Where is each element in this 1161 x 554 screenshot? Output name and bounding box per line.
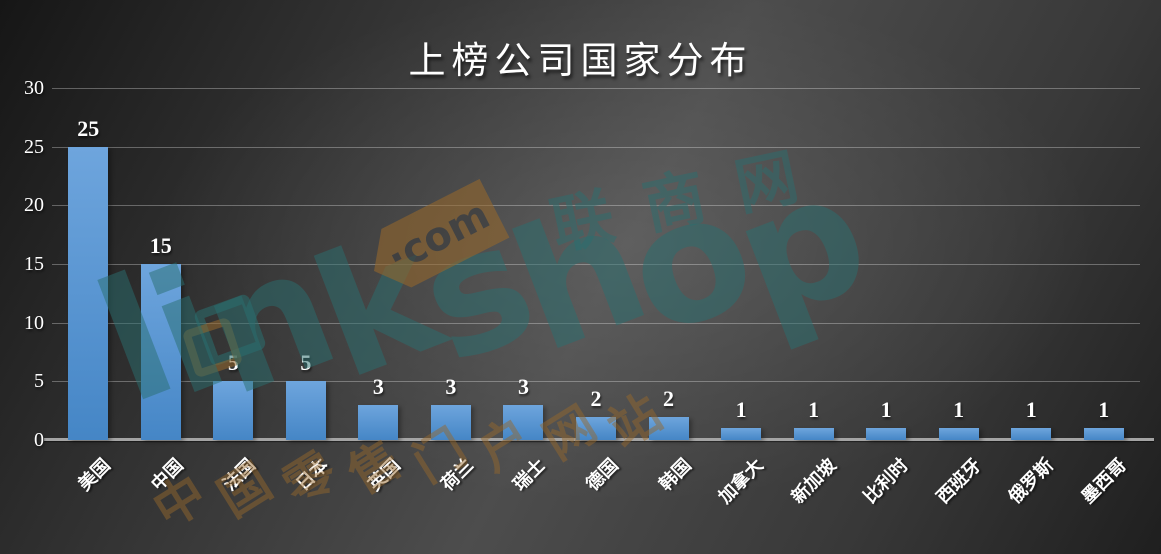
bar-美国 xyxy=(68,146,109,440)
value-label: 1 xyxy=(953,397,965,423)
bar-比利时 xyxy=(866,428,907,440)
value-label: 25 xyxy=(77,115,100,141)
gridline xyxy=(52,88,1140,89)
x-tick-label-美国: 美国 xyxy=(74,454,115,495)
bar-西班牙 xyxy=(938,428,979,440)
value-label: 1 xyxy=(880,397,892,423)
x-tick-label-瑞士: 瑞士 xyxy=(509,454,550,495)
x-tick-label-西班牙: 西班牙 xyxy=(932,454,985,508)
y-tick-label: 15 xyxy=(24,253,44,275)
bar-俄罗斯 xyxy=(1011,428,1052,440)
x-tick-label-中国: 中国 xyxy=(147,454,187,495)
gridline xyxy=(52,205,1140,207)
value-label: 1 xyxy=(1098,397,1110,423)
y-tick-label: 10 xyxy=(24,311,44,334)
bar-德国 xyxy=(576,416,616,440)
bar-新加坡 xyxy=(793,428,834,440)
gridline xyxy=(52,146,1140,148)
value-label: 2 xyxy=(590,385,602,411)
value-label: 1 xyxy=(808,397,820,423)
y-tick-label: 25 xyxy=(24,135,44,158)
x-tick-label-新加坡: 新加坡 xyxy=(787,454,840,508)
y-tick-label: 5 xyxy=(34,370,44,393)
gridline xyxy=(52,264,1140,265)
value-label: 3 xyxy=(445,373,457,399)
value-label: 2 xyxy=(663,385,675,411)
value-label: 1 xyxy=(1025,397,1037,423)
bar-法国 xyxy=(213,381,254,440)
gridline xyxy=(52,381,1140,383)
chart-title: 上榜公司国家分布 xyxy=(408,41,753,82)
y-tick-label: 0 xyxy=(34,429,44,451)
value-label: 1 xyxy=(735,397,747,423)
value-label: 5 xyxy=(300,350,312,376)
x-tick-label-英国: 英国 xyxy=(364,454,405,495)
x-tick-label-德国: 德国 xyxy=(582,454,622,495)
x-tick-label-法国: 法国 xyxy=(219,454,260,495)
value-label: 15 xyxy=(149,233,172,258)
bar-加拿大 xyxy=(721,428,762,440)
value-label: 3 xyxy=(517,373,529,399)
bar-墨西哥 xyxy=(1083,428,1124,440)
y-tick-label: 20 xyxy=(24,194,44,217)
gridline xyxy=(52,322,1140,324)
bar-韩国 xyxy=(648,416,689,440)
x-tick-label-墨西哥: 墨西哥 xyxy=(1077,454,1130,508)
bar-日本 xyxy=(285,381,326,440)
bar-英国 xyxy=(358,404,399,440)
y-tick-label: 30 xyxy=(24,77,44,99)
x-tick-label-比利时: 比利时 xyxy=(859,454,913,508)
x-tick-label-加拿大: 加拿大 xyxy=(714,454,768,508)
value-label: 5 xyxy=(227,350,239,376)
x-tick-label-荷兰: 荷兰 xyxy=(437,454,477,495)
bar-荷兰 xyxy=(430,404,471,440)
x-tick-label-韩国: 韩国 xyxy=(654,454,695,495)
value-label: 3 xyxy=(372,373,384,399)
x-tick-label-俄罗斯: 俄罗斯 xyxy=(1004,454,1058,508)
x-tick-label-日本: 日本 xyxy=(292,454,332,495)
bar-瑞士 xyxy=(503,404,544,440)
bar-中国 xyxy=(140,264,181,440)
plot-area xyxy=(44,88,1154,441)
